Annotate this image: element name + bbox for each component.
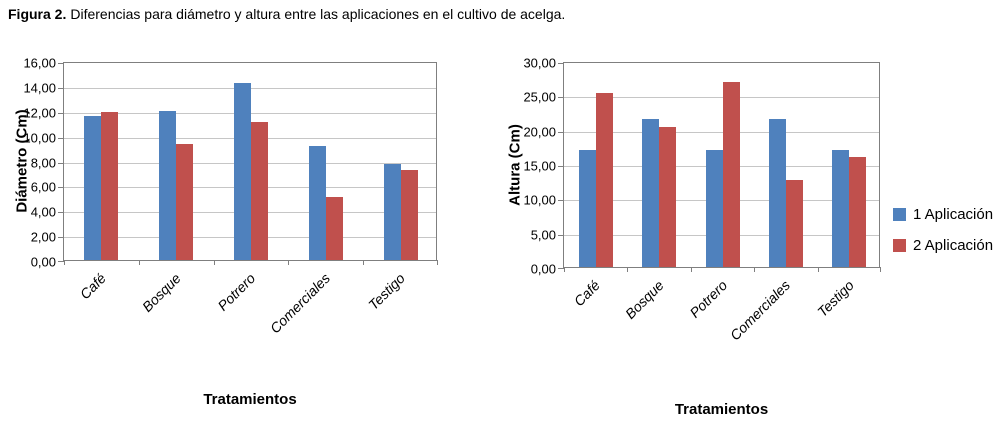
y-tick-label: 10,00 xyxy=(523,192,556,208)
bar-comerciales-serie2 xyxy=(785,180,803,267)
x-category-label-testigo: Testigo xyxy=(365,270,408,313)
y-tick-mark xyxy=(58,63,64,64)
y-tick-label: 16,00 xyxy=(23,55,56,71)
bar-comerciales-serie1 xyxy=(768,119,786,267)
bar-bosque-serie1 xyxy=(159,110,177,260)
y-tick-label: 0,00 xyxy=(30,254,56,270)
legend-item-serie1: 1 Aplicación xyxy=(893,206,993,223)
y-tick-mark xyxy=(58,137,64,139)
legend-label-serie2: 2 Aplicación xyxy=(913,237,994,254)
bar-potrero-serie2 xyxy=(722,82,740,267)
bar-testigo-serie1 xyxy=(383,164,401,260)
y-tick-mark xyxy=(58,187,64,189)
y-tick-label: 4,00 xyxy=(30,204,56,220)
y-tick-mark xyxy=(58,87,64,89)
x-category-label-bosque: Bosque xyxy=(621,277,667,322)
y-tick-label: 10,00 xyxy=(23,130,56,146)
bar-caf-serie1 xyxy=(84,115,102,260)
chart-legend: 1 Aplicación 2 Aplicación xyxy=(893,206,993,268)
bar-potrero-serie2 xyxy=(251,121,268,260)
x-tick-mark xyxy=(690,267,692,272)
y-tick-mark xyxy=(58,212,64,214)
y-tick-mark xyxy=(558,131,564,133)
x-tick-mark xyxy=(754,267,756,272)
y-tick-mark xyxy=(558,200,564,202)
figure-caption-text: Diferencias para diámetro y altura entre… xyxy=(70,6,566,22)
y-tick-mark xyxy=(558,268,564,269)
bar-caf-serie1 xyxy=(578,150,596,267)
y-tick-mark xyxy=(558,234,564,236)
x-tick-mark xyxy=(627,267,629,272)
x-category-label-comerciales: Comerciales xyxy=(726,277,794,344)
plot-area-height: 0,00 5,00 10,00 15,00 20,00 25,00 30,00 Café Bos… xyxy=(523,57,881,343)
x-axis-title-diameter: Tratamientos xyxy=(203,391,297,408)
y-tick-label: 15,00 xyxy=(523,158,556,174)
x-tick-mark xyxy=(138,260,140,265)
y-tick-mark xyxy=(58,112,64,114)
y-tick-label: 0,00 xyxy=(530,261,556,277)
x-tick-mark xyxy=(64,260,65,265)
bar-testigo-serie2 xyxy=(849,157,867,267)
legend-label-serie1: 1 Aplicación xyxy=(913,206,994,223)
y-tick-mark xyxy=(58,162,64,164)
figure-caption: Figura 2. Diferencias para diámetro y alt… xyxy=(8,6,565,22)
x-tick-mark xyxy=(213,260,215,265)
y-tick-label: 2,00 xyxy=(30,229,56,245)
x-category-label-caf: Café xyxy=(76,270,109,303)
height-chart: Altura (Cm) 0,00 5,00 10,00 15,00 20,00 25,00… xyxy=(500,55,890,421)
x-category-label-potrero: Potrero xyxy=(686,277,730,321)
y-tick-label: 6,00 xyxy=(30,179,56,195)
bar-potrero-serie1 xyxy=(234,83,251,260)
x-category-label-testigo: Testigo xyxy=(813,277,857,320)
bar-bosque-serie2 xyxy=(176,144,194,260)
y-tick-mark xyxy=(58,237,64,239)
bar-bosque-serie1 xyxy=(642,119,660,267)
x-tick-mark xyxy=(363,260,365,265)
y-tick-mark xyxy=(558,166,564,167)
x-category-label-comerciales: Comerciales xyxy=(266,270,334,337)
y-tick-mark xyxy=(58,261,64,262)
y-tick-label: 5,00 xyxy=(530,227,556,243)
x-axis-title-height: Tratamientos xyxy=(674,401,769,418)
y-tick-label: 25,00 xyxy=(523,89,556,105)
gridline xyxy=(564,131,879,133)
y-tick-label: 12,00 xyxy=(23,105,56,121)
bar-testigo-serie1 xyxy=(832,150,850,267)
gridline xyxy=(564,97,879,99)
bar-bosque-serie2 xyxy=(659,126,677,267)
x-category-label-bosque: Bosque xyxy=(138,270,184,315)
bar-caf-serie2 xyxy=(101,112,119,260)
bar-potrero-serie1 xyxy=(705,150,723,267)
x-tick-mark xyxy=(288,260,290,265)
legend-swatch-serie2-icon xyxy=(893,239,906,252)
x-tick-mark xyxy=(564,267,565,272)
x-tick-mark xyxy=(880,267,881,272)
x-category-label-caf: Café xyxy=(570,277,604,310)
bar-testigo-serie2 xyxy=(400,170,418,260)
legend-swatch-serie1-icon xyxy=(893,208,906,221)
y-tick-mark xyxy=(558,63,564,64)
y-tick-label: 8,00 xyxy=(30,155,56,170)
x-category-label-potrero: Potrero xyxy=(214,270,259,314)
y-tick-label: 20,00 xyxy=(523,124,556,140)
x-tick-mark xyxy=(437,260,438,265)
x-tick-mark xyxy=(817,267,819,272)
y-tick-label: 30,00 xyxy=(523,55,556,71)
plot-area-diameter: 0,00 2,00 4,00 6,00 8,00 10,00 12,00 14,00 16,00… xyxy=(23,57,438,336)
bar-comerciales-serie2 xyxy=(325,196,343,260)
figure-caption-label: Figura 2. xyxy=(8,6,67,22)
bar-comerciales-serie1 xyxy=(308,145,326,260)
y-tick-mark xyxy=(558,97,564,99)
y-tick-label: 14,00 xyxy=(23,80,56,96)
diameter-chart: Diámetro (Cm) 0,00 2,00 4,00 6,00 8,00 10,00 1… xyxy=(8,55,483,421)
legend-item-serie2: 2 Aplicación xyxy=(893,237,993,254)
bar-caf-serie2 xyxy=(595,93,613,267)
